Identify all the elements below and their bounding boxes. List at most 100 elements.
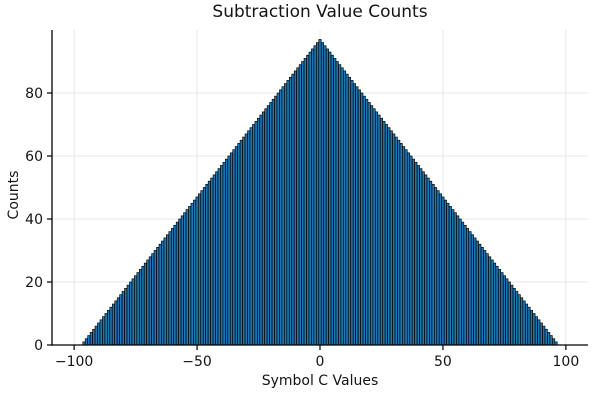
bar <box>271 98 275 346</box>
bar <box>419 168 423 346</box>
bar <box>111 303 115 346</box>
bar <box>537 319 541 346</box>
bar <box>104 313 108 346</box>
bar <box>539 322 543 346</box>
bar <box>377 114 381 346</box>
bar <box>288 76 293 346</box>
bar <box>212 174 216 346</box>
bar <box>183 212 187 346</box>
bar <box>121 291 125 346</box>
bar <box>286 80 290 346</box>
bar <box>527 306 531 346</box>
bar <box>532 313 536 346</box>
bar <box>338 64 342 346</box>
bar <box>389 130 393 346</box>
bar <box>507 281 511 346</box>
bar <box>483 250 487 346</box>
bar <box>431 184 435 346</box>
bar <box>242 136 246 346</box>
bar <box>116 297 120 346</box>
bar <box>379 117 383 346</box>
bar <box>87 335 91 346</box>
bar <box>190 202 194 346</box>
bar <box>151 253 155 346</box>
bar <box>264 108 268 346</box>
bar <box>360 92 364 346</box>
y-tick-label: 80 <box>25 86 43 102</box>
axes: −100 −50 0 50 100 0 20 40 60 80 <box>25 30 588 370</box>
bar <box>175 221 179 346</box>
bar <box>173 224 177 346</box>
bar <box>411 158 415 346</box>
bar <box>146 259 150 346</box>
bar <box>293 70 297 346</box>
y-tick-label: 40 <box>25 212 43 228</box>
bar <box>141 265 145 346</box>
bar <box>313 45 317 346</box>
bar <box>227 155 231 346</box>
bar <box>94 325 98 346</box>
bar <box>237 143 241 346</box>
bar <box>421 171 425 346</box>
bar <box>298 64 302 346</box>
bar <box>161 240 165 346</box>
bar <box>193 199 197 346</box>
bar <box>340 67 344 346</box>
bar <box>367 102 371 346</box>
bar <box>448 206 452 346</box>
bar <box>131 278 135 346</box>
bar <box>119 294 123 346</box>
bar <box>387 127 391 346</box>
bar <box>542 325 546 346</box>
bar <box>434 187 438 346</box>
bar <box>229 152 234 346</box>
bar <box>399 143 403 346</box>
bar <box>493 262 497 346</box>
bar <box>325 48 329 346</box>
bar <box>512 287 516 346</box>
y-tick-label: 20 <box>25 275 43 291</box>
bar <box>470 234 474 346</box>
bar <box>318 39 322 346</box>
bar <box>347 76 352 346</box>
bar <box>402 146 406 346</box>
bar <box>485 253 489 346</box>
bar <box>384 124 388 346</box>
bar <box>468 231 472 346</box>
bar <box>350 80 354 346</box>
bar <box>478 243 482 346</box>
bar <box>158 243 162 346</box>
bar <box>345 73 349 346</box>
bar <box>220 165 224 346</box>
bar <box>124 287 128 346</box>
bar <box>517 294 521 346</box>
bar <box>210 177 214 346</box>
bar <box>274 95 278 346</box>
bar <box>217 168 221 346</box>
bar <box>296 67 300 346</box>
bar <box>254 121 258 346</box>
bar <box>200 190 204 346</box>
bar <box>247 130 251 346</box>
bar <box>259 114 263 346</box>
bar <box>443 199 447 346</box>
bar <box>205 184 209 346</box>
bar <box>107 310 111 346</box>
bar <box>438 193 442 346</box>
x-tick-label: 100 <box>553 354 580 370</box>
bar <box>328 51 332 346</box>
bar <box>136 272 140 346</box>
bar <box>239 139 243 346</box>
bar <box>480 247 484 346</box>
bar <box>156 247 160 346</box>
bar <box>429 180 433 346</box>
bar <box>89 332 93 346</box>
bar <box>279 89 283 346</box>
x-tick-label: 0 <box>316 354 325 370</box>
bar <box>138 269 143 346</box>
bar <box>473 237 477 346</box>
bar <box>335 61 339 346</box>
bar <box>284 83 288 346</box>
bar <box>92 328 96 346</box>
